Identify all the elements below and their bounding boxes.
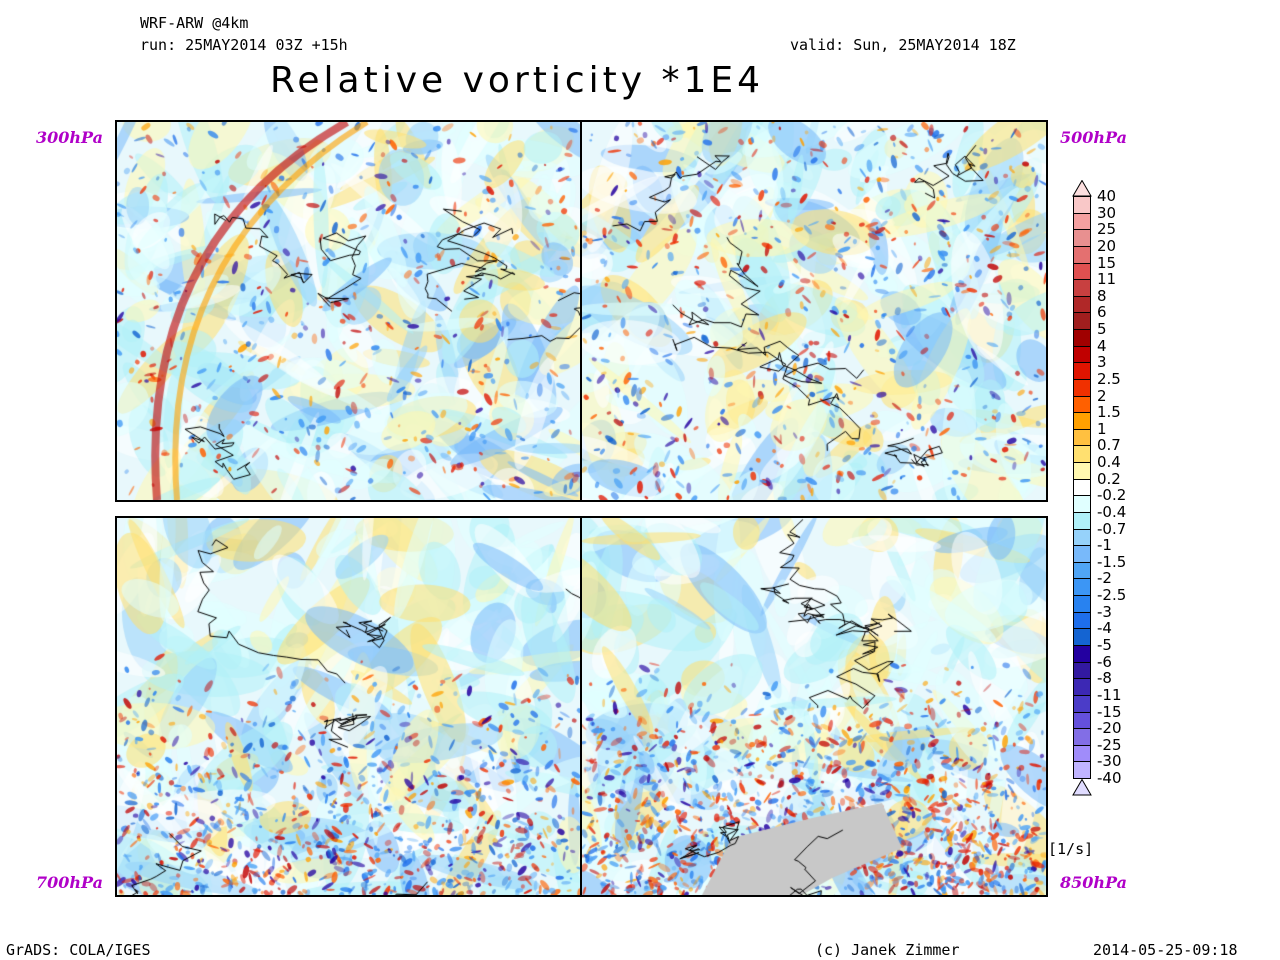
colorbar-tick-label: -5	[1097, 636, 1112, 654]
colorbar-swatch	[1073, 694, 1091, 713]
colorbar-tick-label: 40	[1097, 187, 1117, 205]
model-label: WRF-ARW @4km	[140, 14, 249, 32]
colorbar-tick-label: -20	[1097, 719, 1122, 738]
colorbar-tick-label: -1	[1097, 536, 1112, 555]
colorbar-tick-label: 0.4	[1097, 453, 1121, 472]
colorbar-tick-label: -0.4	[1097, 502, 1127, 521]
colorbar-swatch	[1073, 478, 1091, 497]
colorbar-swatch	[1073, 728, 1091, 746]
colorbar-tick-label: -3	[1097, 602, 1112, 621]
chart-title: Relative vorticity *1E4	[270, 60, 765, 101]
colorbar-swatch	[1073, 761, 1091, 780]
colorbar-swatch	[1073, 595, 1091, 613]
colorbar-swatch	[1073, 312, 1091, 331]
colorbar-swatch	[1073, 661, 1091, 680]
colorbar-swatch	[1073, 744, 1091, 763]
colorbar-swatch	[1073, 295, 1091, 314]
colorbar-swatch	[1073, 412, 1091, 430]
colorbar-tick-label: 3	[1097, 353, 1107, 372]
colorbar-swatch	[1073, 578, 1091, 597]
colorbar-bottom-arrow	[1072, 779, 1092, 796]
colorbar-swatch	[1073, 678, 1091, 696]
level-label-500: 500hPa	[1060, 128, 1127, 147]
colorbar-tick-label: -0.2	[1097, 486, 1127, 505]
colorbar-swatch	[1073, 229, 1091, 247]
colorbar-tick-label: -4	[1097, 619, 1112, 638]
colorbar-legend: 40 30 25 20 15 11 8 6 5 4 3 2.5 2 1.5 1 0.7 0.4 0.2 -0.2 -0…	[1072, 180, 1153, 800]
colorbar-swatch	[1073, 611, 1091, 630]
colorbar-swatch	[1073, 628, 1091, 646]
colorbar-tick-label: 11	[1097, 270, 1117, 289]
level-label-700: 700hPa	[36, 873, 103, 892]
colorbar-swatch	[1073, 462, 1091, 480]
colorbar-tick-label: 8	[1097, 286, 1107, 305]
colorbar-tick-label: 4	[1097, 336, 1107, 355]
colorbar-tick-label: 30	[1097, 203, 1117, 222]
colorbar-tick-label: -2.5	[1097, 586, 1127, 605]
colorbar-swatch	[1073, 245, 1091, 264]
colorbar-tick-label: 20	[1097, 236, 1117, 255]
timestamp: 2014-05-25-09:18	[1093, 941, 1238, 959]
map-panel-500hpa	[580, 120, 1048, 502]
colorbar-swatch	[1073, 279, 1091, 297]
colorbar-tick-label: 1.5	[1097, 403, 1121, 422]
colorbar-tick-label: -6	[1097, 652, 1112, 671]
colorbar-tick-label: -1.5	[1097, 552, 1127, 571]
colorbar-tick-label: 15	[1097, 253, 1117, 272]
map-panel-300hpa	[115, 120, 582, 502]
colorbar-tick-label: 0.7	[1097, 436, 1121, 455]
colorbar-swatch	[1073, 495, 1091, 513]
colorbar-swatch	[1073, 561, 1091, 580]
colorbar-swatch	[1073, 395, 1091, 414]
colorbar-tick-label: -0.7	[1097, 519, 1127, 538]
colorbar-swatch	[1073, 711, 1091, 730]
level-label-850: 850hPa	[1060, 873, 1127, 892]
colorbar-tick-label: -15	[1097, 702, 1122, 721]
colorbar-swatch	[1073, 378, 1091, 397]
colorbar-unit: [1/s]	[1048, 840, 1094, 858]
colorbar-swatch	[1073, 196, 1091, 214]
colorbar-tick-label: 1	[1097, 419, 1107, 438]
colorbar-tick-label: 5	[1097, 320, 1107, 339]
colorbar-swatch	[1073, 262, 1091, 281]
colorbar-tick-label: -8	[1097, 669, 1112, 688]
map-panel-700hpa	[115, 516, 582, 897]
colorbar-tick-label: 2	[1097, 386, 1107, 405]
colorbar-swatch	[1073, 345, 1091, 364]
colorbar-tick-label: 2.5	[1097, 369, 1121, 388]
colorbar-swatch	[1073, 445, 1091, 464]
colorbar-swatch	[1073, 362, 1091, 380]
colorbar-tick-label: -2	[1097, 569, 1112, 588]
colorbar-tick-label: -11	[1097, 685, 1122, 704]
colorbar-tick-label: 25	[1097, 220, 1117, 239]
colorbar-tick-label: -40	[1097, 769, 1122, 788]
colorbar-tick-label: -30	[1097, 752, 1122, 771]
colorbar-swatch	[1073, 329, 1091, 347]
run-label: run: 25MAY2014 03Z +15h	[140, 36, 348, 54]
colorbar-tick-label: 6	[1097, 303, 1107, 322]
colorbar-swatch	[1073, 511, 1091, 530]
colorbar-tick-label: 0.2	[1097, 469, 1121, 488]
colorbar-swatch	[1073, 645, 1091, 663]
colorbar-swatch	[1073, 428, 1091, 447]
author-credit: (c) Janek Zimmer	[815, 941, 960, 959]
colorbar-swatch	[1073, 528, 1091, 547]
valid-label: valid: Sun, 25MAY2014 18Z	[790, 36, 1016, 54]
level-label-300: 300hPa	[36, 128, 103, 147]
software-credit: GrADS: COLA/IGES	[6, 941, 151, 959]
colorbar-tick-label: -25	[1097, 735, 1122, 754]
colorbar-swatch	[1073, 545, 1091, 563]
colorbar-swatch	[1073, 212, 1091, 231]
map-panel-850hpa	[580, 516, 1048, 897]
